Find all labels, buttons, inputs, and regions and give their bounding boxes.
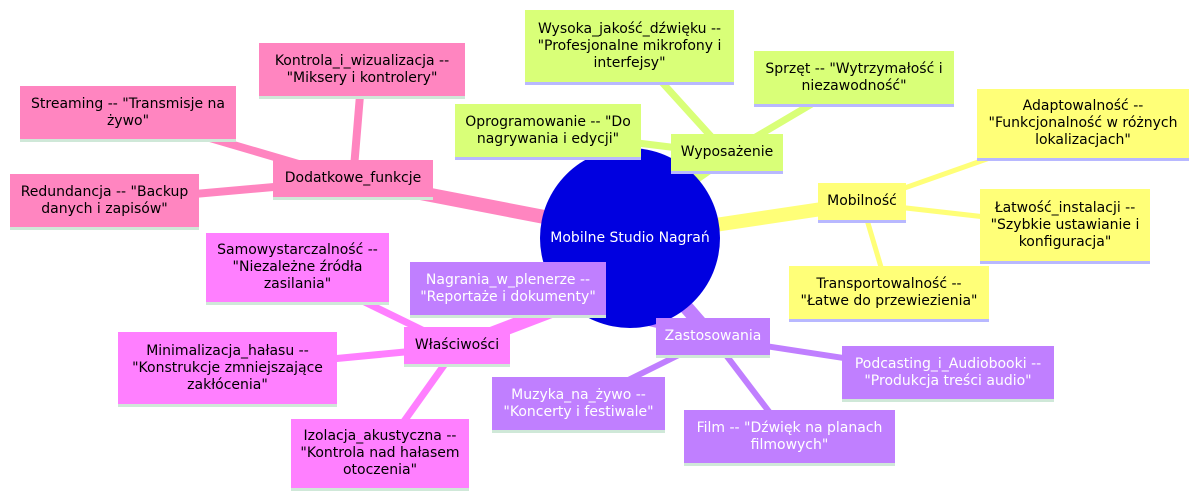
node-samowystarczalnosc-label: Samowystarczalność -- "Niezależne źródła… [217,242,378,292]
node-wlasciwosci[interactable]: Właściwości [404,327,510,367]
node-wysoka-jakosc[interactable]: Wysoka_jakość_dźwięku -- "Profesjonalne … [525,10,734,85]
node-izolacja-akustyczna[interactable]: Izolacja_akustyczna -- "Kontrola nad hał… [291,419,469,491]
node-adaptowalnosc-label: Adaptowalność -- "Funkcjonalność w różny… [988,98,1178,148]
node-oprogramowanie-label: Oprogramowanie -- "Do nagrywania i edycj… [465,113,631,147]
node-minimalizacja-halasu-label: Minimalizacja_hałasu -- "Konstrukcje zmn… [132,342,323,393]
node-nagrania-w-plenerze[interactable]: Nagrania_w_plenerze -- "Reportaże i doku… [410,262,606,318]
node-mobilnosc[interactable]: Mobilność [818,183,906,223]
node-izolacja-akustyczna-label: Izolacja_akustyczna -- "Kontrola nad hał… [300,428,460,478]
node-muzyka-na-zywo[interactable]: Muzyka_na_żywo -- "Koncerty i festiwale" [492,377,665,433]
node-film-label: Film -- "Dźwięk na planach filmowych" [696,419,883,453]
node-redundancja[interactable]: Redundancja -- "Backup danych i zapisów" [10,174,199,230]
node-wyposazenie[interactable]: Wyposażenie [671,134,783,174]
node-muzyka-na-zywo-label: Muzyka_na_żywo -- "Koncerty i festiwale" [503,386,654,420]
node-transportowalnosc[interactable]: Transportowalność -- "Łatwe do przewiezi… [789,266,989,322]
node-streaming-label: Streaming -- "Transmisje na żywo" [31,95,225,129]
node-wyposazenie-label: Wyposażenie [680,144,774,160]
node-podcasting-label: Podcasting_i_Audiobooki -- "Produkcja tr… [854,355,1042,389]
node-sprzet-label: Sprzęt -- "Wytrzymałość i niezawodność" [765,60,943,94]
node-wysoka-jakosc-label: Wysoka_jakość_dźwięku -- "Profesjonalne … [537,20,722,71]
node-minimalizacja-halasu[interactable]: Minimalizacja_hałasu -- "Konstrukcje zmn… [118,332,337,407]
node-kontrola-i-wizualizacja[interactable]: Kontrola_i_wizualizacja -- "Miksery i ko… [259,43,465,99]
node-adaptowalnosc[interactable]: Adaptowalność -- "Funkcjonalność w różny… [977,89,1189,161]
node-streaming[interactable]: Streaming -- "Transmisje na żywo" [20,86,236,142]
node-nagrania-w-plenerze-label: Nagrania_w_plenerze -- "Reportaże i doku… [420,271,596,305]
node-samowystarczalnosc[interactable]: Samowystarczalność -- "Niezależne źródła… [206,233,389,305]
node-mobilnosc-label: Mobilność [827,193,897,209]
node-oprogramowanie[interactable]: Oprogramowanie -- "Do nagrywania i edycj… [455,104,641,160]
node-zastosowania-label: Zastosowania [664,328,762,344]
node-film[interactable]: Film -- "Dźwięk na planach filmowych" [684,410,895,466]
node-wlasciwosci-label: Właściwości [414,337,500,353]
root-label: Mobilne Studio Nagrań [550,229,710,246]
node-sprzet[interactable]: Sprzęt -- "Wytrzymałość i niezawodność" [754,51,954,107]
node-kontrola-i-wizualizacja-label: Kontrola_i_wizualizacja -- "Miksery i ko… [274,52,450,86]
node-podcasting[interactable]: Podcasting_i_Audiobooki -- "Produkcja tr… [842,346,1054,402]
node-latwosc-instalacji-label: Łatwość_instalacji -- "Szybkie ustawiani… [990,199,1140,250]
node-dodatkowe-funkcje-label: Dodatkowe_funkcje [284,170,422,186]
node-transportowalnosc-label: Transportowalność -- "Łatwe do przewiezi… [800,275,978,309]
node-latwosc-instalacji[interactable]: Łatwość_instalacji -- "Szybkie ustawiani… [980,189,1150,264]
node-redundancja-label: Redundancja -- "Backup danych i zapisów" [20,183,189,217]
node-zastosowania[interactable]: Zastosowania [656,318,770,358]
node-dodatkowe-funkcje[interactable]: Dodatkowe_funkcje [273,160,433,200]
